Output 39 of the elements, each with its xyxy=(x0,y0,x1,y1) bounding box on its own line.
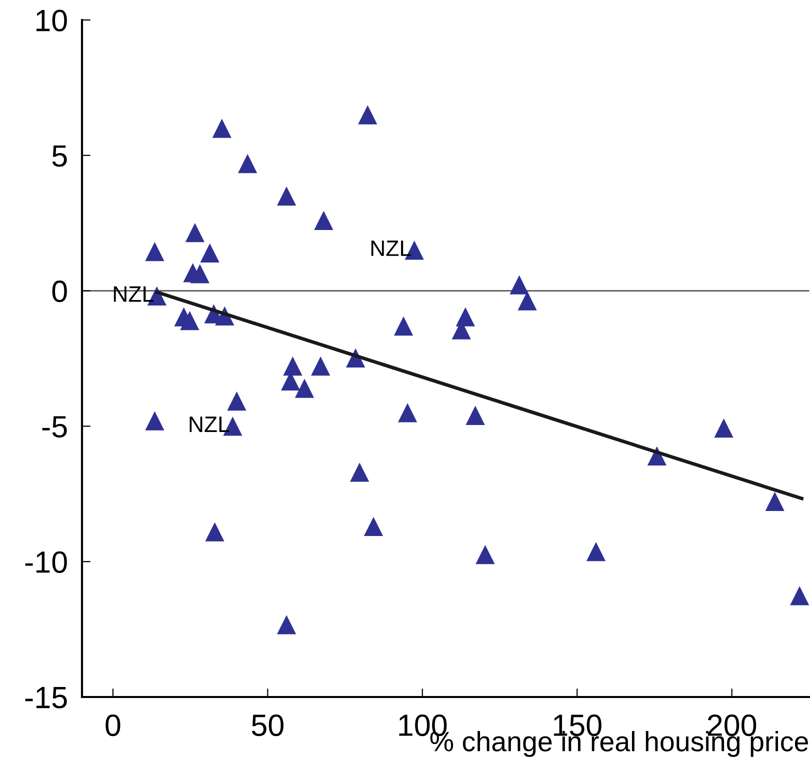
point xyxy=(364,516,384,536)
point xyxy=(200,243,220,262)
annotation: NZL xyxy=(190,416,230,432)
point xyxy=(358,105,378,124)
y-tick-label: 5 xyxy=(52,145,67,167)
point xyxy=(350,462,370,482)
x-tick-label: 0 xyxy=(106,714,120,736)
y-tick-label: -15 xyxy=(25,687,67,708)
x-tick-label: 50 xyxy=(252,714,284,736)
point xyxy=(394,316,414,336)
point xyxy=(294,378,314,398)
point xyxy=(205,522,224,542)
point xyxy=(476,544,495,564)
y-tick-label: -10 xyxy=(25,551,67,573)
y-tick-label: -5 xyxy=(42,416,67,438)
point xyxy=(398,403,418,422)
annotation: NZL xyxy=(371,240,411,256)
point xyxy=(510,275,529,294)
point xyxy=(586,542,606,562)
y-tick-label: 0 xyxy=(52,280,67,302)
point xyxy=(185,223,205,242)
point xyxy=(765,492,784,512)
point xyxy=(145,411,164,430)
point xyxy=(180,311,200,330)
point xyxy=(714,418,734,438)
point xyxy=(238,154,258,174)
point xyxy=(518,291,537,310)
point xyxy=(212,118,232,138)
point xyxy=(276,615,296,634)
point xyxy=(314,210,334,230)
point xyxy=(790,586,810,606)
y-tick-label: 10 xyxy=(36,10,67,32)
point xyxy=(276,186,296,206)
point xyxy=(466,406,485,425)
point xyxy=(145,242,164,262)
point xyxy=(190,264,210,284)
point xyxy=(283,356,302,376)
point xyxy=(311,356,330,376)
point xyxy=(227,391,246,411)
